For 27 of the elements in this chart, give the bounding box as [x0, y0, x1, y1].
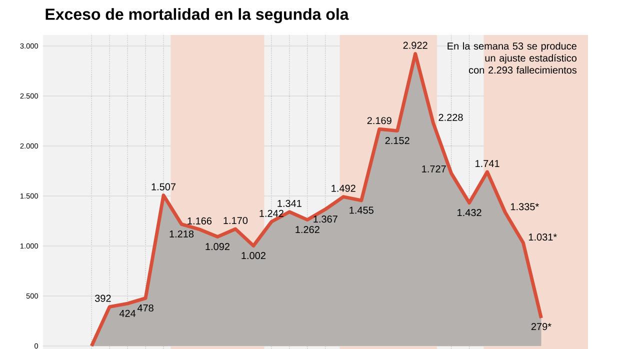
data-label: 1.432 — [458, 209, 482, 216]
data-label: 2.922 — [403, 42, 428, 49]
data-label: 279* — [531, 323, 552, 330]
data-label: 1.170 — [224, 216, 248, 224]
data-label: 1.741 — [476, 160, 500, 167]
data-label: 1.031* — [528, 234, 557, 241]
chart-title: Exceso de mortalidad en la segunda ola — [46, 8, 349, 24]
data-label: 1.455 — [350, 206, 374, 214]
data-label: 1.341 — [278, 200, 302, 207]
data-label: 1.002 — [242, 252, 266, 260]
data-label: 1.218 — [170, 230, 194, 238]
data-label: 1.335* — [510, 203, 539, 210]
data-label: 392 — [94, 294, 111, 302]
data-label: 1.242 — [260, 210, 284, 217]
data-label: 1.367 — [314, 216, 338, 223]
data-label: 478 — [137, 304, 154, 312]
data-label: 1.507 — [152, 183, 176, 190]
data-label: 424 — [119, 310, 136, 317]
data-label: 1.262 — [296, 226, 320, 234]
data-label: 1.092 — [206, 243, 230, 250]
data-label: 2.228 — [438, 114, 463, 121]
data-label: 1.492 — [332, 184, 356, 192]
data-label: 2.169 — [367, 117, 392, 124]
data-label: 2.152 — [385, 137, 410, 144]
annotation: En la semana 53 se produce un ajuste estadístico con 2.293 fallecimientos — [448, 42, 577, 74]
data-label: 1.727 — [422, 165, 446, 172]
data-label: 1.166 — [188, 217, 212, 224]
